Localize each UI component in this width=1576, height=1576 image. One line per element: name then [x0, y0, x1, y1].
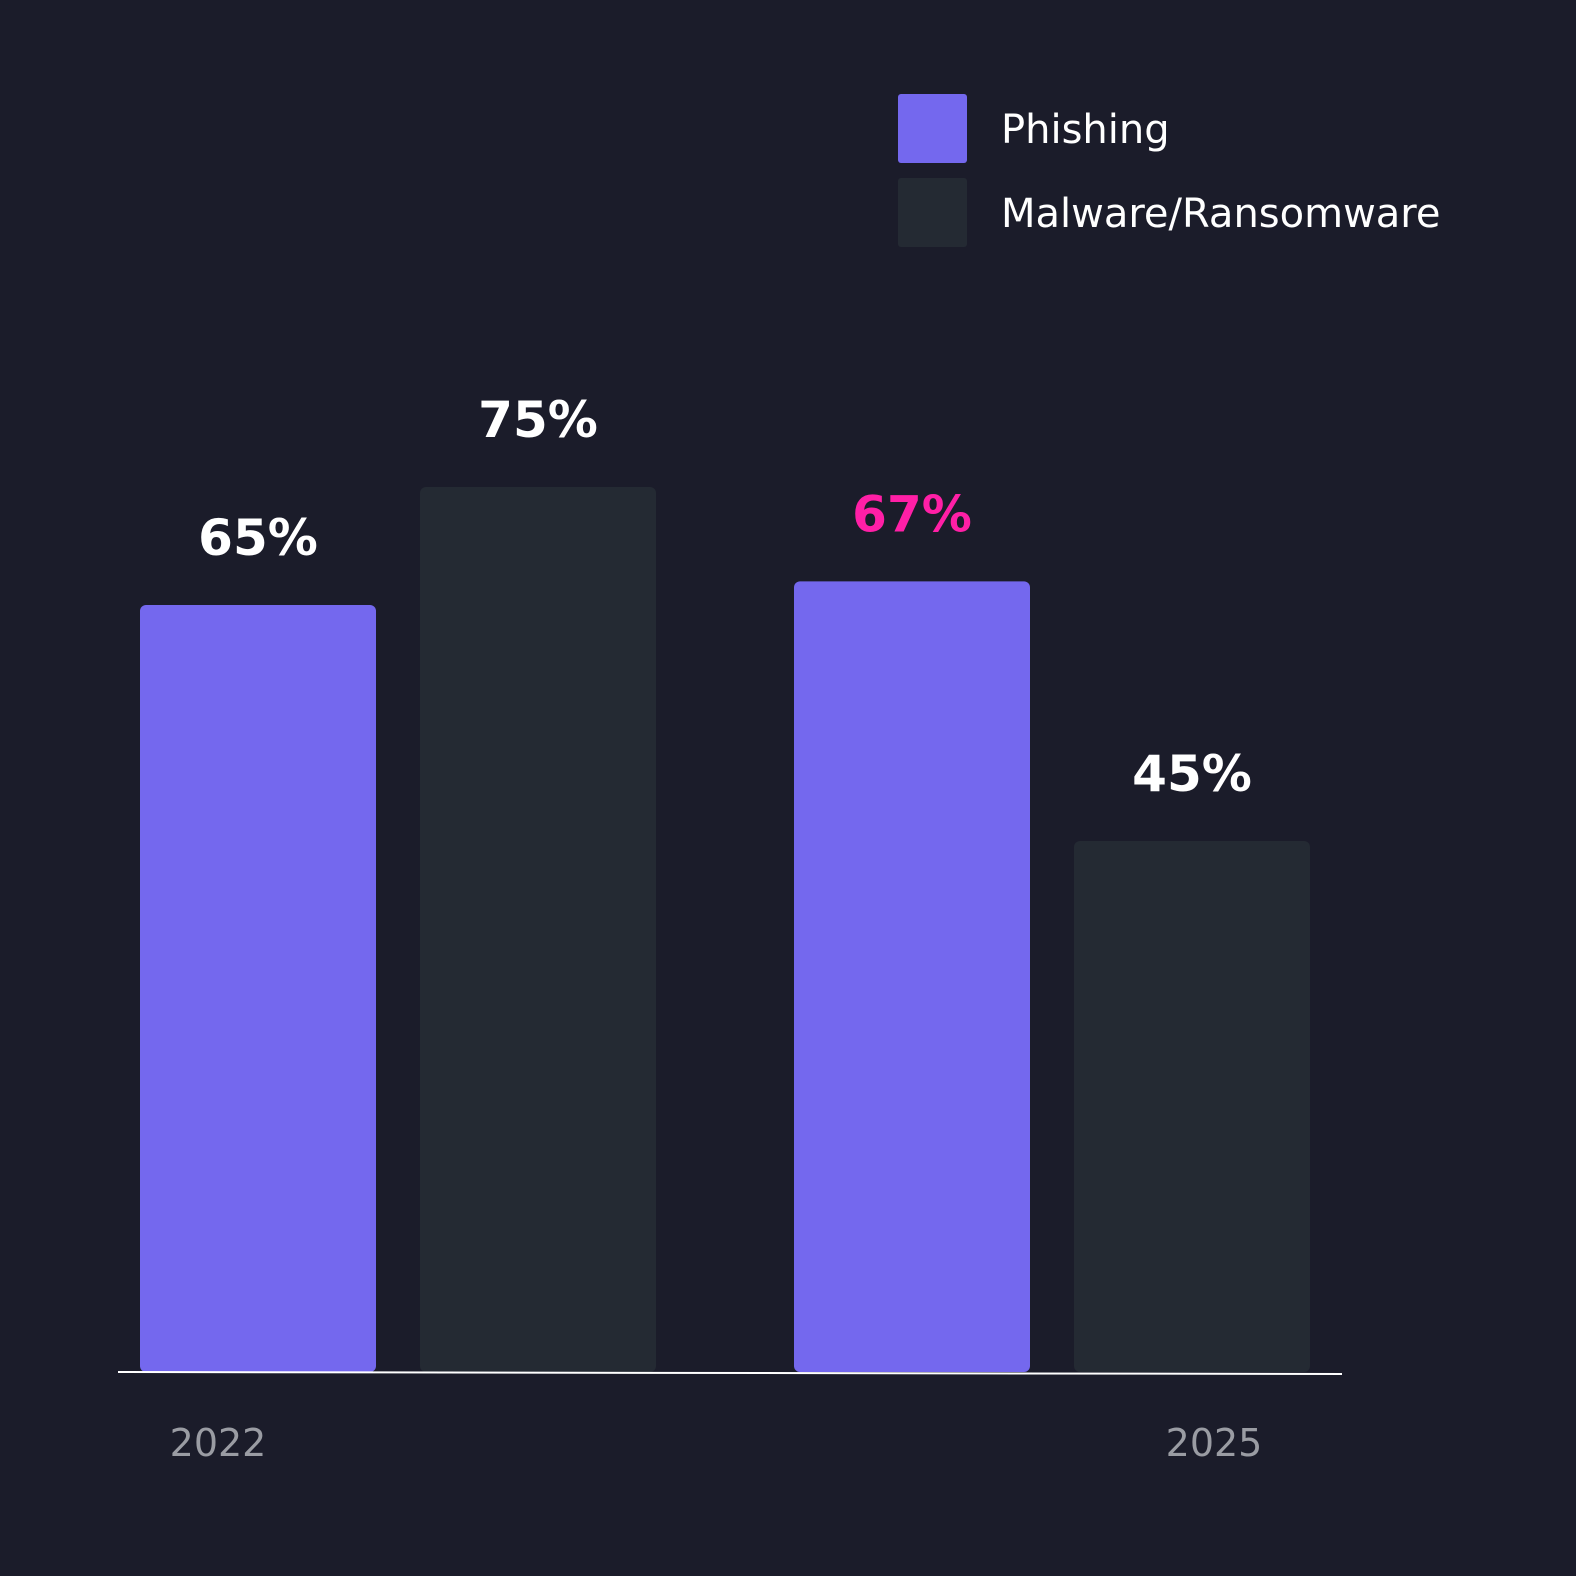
- bar: [1074, 841, 1310, 1372]
- x-tick-label: 2022: [170, 1421, 267, 1465]
- value-label: 45%: [1132, 745, 1252, 803]
- value-label: 75%: [478, 391, 598, 449]
- baseline: [117, 1371, 1343, 1375]
- x-tick-label: 2025: [1166, 1421, 1263, 1465]
- value-label: 65%: [198, 509, 318, 567]
- legend-swatch: [898, 94, 967, 163]
- bar: [140, 605, 376, 1372]
- legend-label: Malware/Ransomware: [1001, 191, 1440, 237]
- legend-label: Phishing: [1001, 107, 1170, 153]
- legend-swatch: [898, 178, 967, 247]
- value-label: 67%: [852, 485, 972, 543]
- bar: [420, 487, 656, 1372]
- bar: [794, 581, 1030, 1372]
